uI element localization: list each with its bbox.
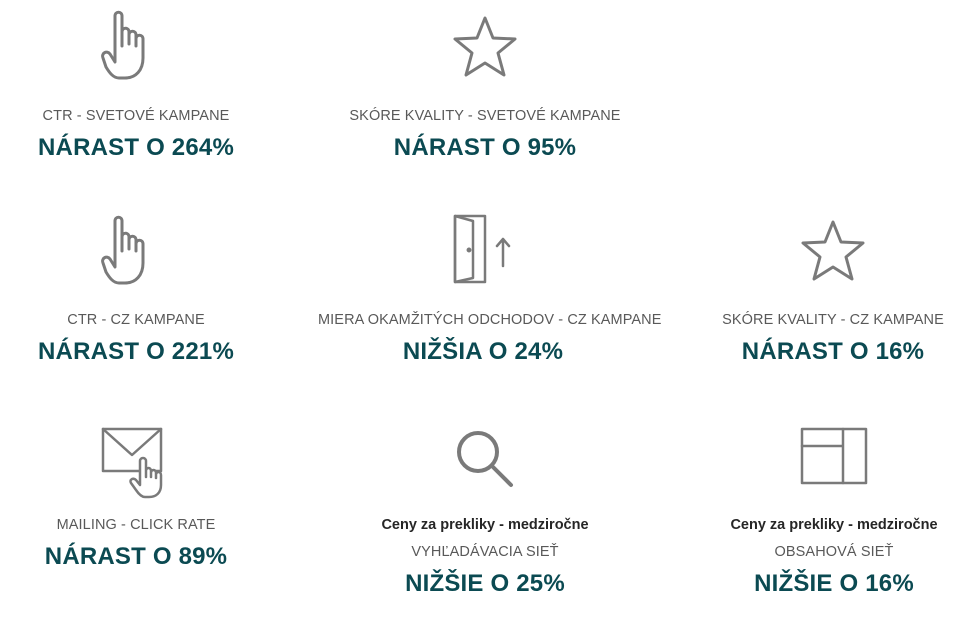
stat-value: NÁRAST O 16% xyxy=(741,338,925,365)
stat-label: SKÓRE KVALITY - CZ KAMPANE xyxy=(722,312,944,328)
star-icon xyxy=(801,220,865,281)
stat-cpc-display: Ceny za prekliky - medziročne OBSAHOVÁ S… xyxy=(669,415,957,615)
stat-note: Ceny za prekliky - medziročne xyxy=(730,517,938,533)
pointer-hand-icon xyxy=(101,10,145,80)
stat-ctr-world: CTR - SVETOVÉ KAMPANE NÁRAST O 264% xyxy=(0,0,301,190)
pointer-hand-icon xyxy=(101,215,145,285)
stat-label: VYHĽADÁVACIA SIEŤ xyxy=(411,544,559,560)
stat-bounce-cz: MIERA OKAMŽITÝCH ODCHODOV - CZ KAMPANE N… xyxy=(318,205,662,385)
star-icon xyxy=(453,16,517,77)
stat-value: NÁRAST O 89% xyxy=(44,543,228,570)
search-icon xyxy=(457,431,513,487)
stat-label: SKÓRE KVALITY - SVETOVÉ KAMPANE xyxy=(349,108,621,124)
stat-ctr-cz: CTR - CZ KAMPANE NÁRAST O 221% xyxy=(0,205,301,385)
stat-quality-world: SKÓRE KVALITY - SVETOVÉ KAMPANE NÁRAST O… xyxy=(320,0,650,190)
mail-click-icon xyxy=(101,427,163,499)
stat-label: CTR - CZ KAMPANE xyxy=(67,312,205,328)
stat-mailing: MAILING - CLICK RATE NÁRAST O 89% xyxy=(0,415,301,615)
stat-label: MAILING - CLICK RATE xyxy=(56,517,216,533)
stat-value: NÁRAST O 264% xyxy=(38,134,234,161)
stat-value: NÁRAST O 95% xyxy=(393,134,577,161)
stat-cpc-search: Ceny za prekliky - medziročne VYHĽADÁVAC… xyxy=(320,415,650,615)
stat-label: MIERA OKAMŽITÝCH ODCHODOV - CZ KAMPANE xyxy=(318,312,662,328)
layout-grid-icon xyxy=(800,427,868,485)
stat-value: NIŽŠIE O 16% xyxy=(754,570,914,597)
stat-value: NIŽŠIE O 25% xyxy=(405,570,565,597)
stat-value: NIŽŠIA O 24% xyxy=(402,338,564,365)
stat-quality-cz: SKÓRE KVALITY - CZ KAMPANE NÁRAST O 16% xyxy=(668,205,957,385)
door-exit-icon xyxy=(453,214,511,284)
stat-label: CTR - SVETOVÉ KAMPANE xyxy=(42,108,230,124)
stat-note: Ceny za prekliky - medziročne xyxy=(381,517,589,533)
stat-value: NÁRAST O 221% xyxy=(38,338,234,365)
stat-label: OBSAHOVÁ SIEŤ xyxy=(774,544,894,560)
